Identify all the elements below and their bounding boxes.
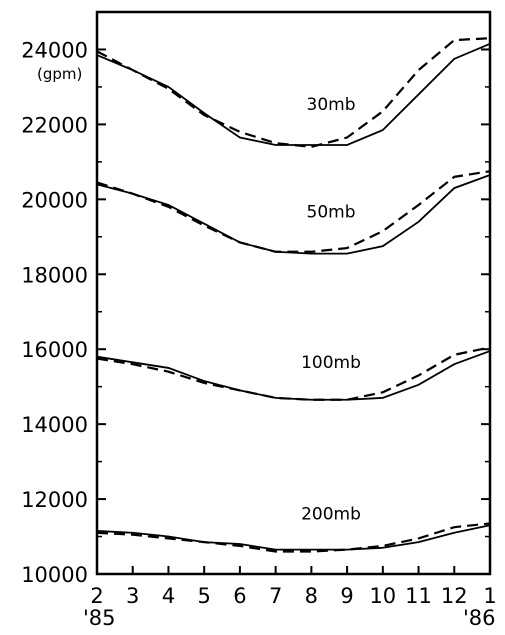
series-line-200mb-solid xyxy=(96,524,491,551)
series-line-50mb-dashed xyxy=(96,170,491,253)
series-label-200mb: 200mb xyxy=(301,505,361,525)
y-tick-label: 12000 xyxy=(21,488,88,512)
y-tick-label: 18000 xyxy=(21,263,88,287)
series-layer: 30mb 50mb 100mb 200mb xyxy=(96,37,491,553)
x-tick-label: 12 xyxy=(441,584,468,608)
y-unit-label: (gpm) xyxy=(37,65,82,83)
x-tick-label: 10 xyxy=(369,584,396,608)
x-tick-label: 9 xyxy=(340,584,353,608)
x-tick-label: 3 xyxy=(126,584,139,608)
y-tick-label: 20000 xyxy=(21,188,88,212)
x-axis: 2 3 4 5 6 7 8 9 10 11 12 1 xyxy=(90,566,497,608)
x-tick-label: 2 xyxy=(90,584,103,608)
series-line-50mb-solid xyxy=(96,174,491,255)
series-label-50mb: 50mb xyxy=(307,203,356,223)
series-line-100mb-dashed xyxy=(96,346,491,401)
series-line-30mb-solid xyxy=(96,43,491,146)
y-tick-label: 14000 xyxy=(21,413,88,437)
x-tick-label: 1 xyxy=(483,584,496,608)
year-label-end: '86 xyxy=(463,606,496,630)
series-label-100mb: 100mb xyxy=(301,353,361,373)
x-tick-label: 7 xyxy=(269,584,282,608)
y-tick-label: 22000 xyxy=(21,113,88,137)
x-tick-label: 4 xyxy=(162,584,175,608)
series-line-100mb-solid xyxy=(96,350,491,401)
series-label-30mb: 30mb xyxy=(307,95,356,115)
y-tick-label: 24000 xyxy=(21,38,88,62)
year-label-start: '85 xyxy=(83,606,116,630)
x-tick-label: 6 xyxy=(233,584,246,608)
x-tick-label: 5 xyxy=(197,584,210,608)
x-tick-label: 8 xyxy=(305,584,318,608)
series-line-30mb-dashed xyxy=(96,37,491,148)
y-axis: 10000 12000 14000 16000 18000 20000 22000 24000 xyxy=(21,38,490,587)
series-line-200mb-dashed xyxy=(96,522,491,553)
y-tick-label: 16000 xyxy=(21,338,88,362)
x-tick-label: 11 xyxy=(405,584,432,608)
y-tick-label: 10000 xyxy=(21,563,88,587)
plot-frame xyxy=(95,10,492,576)
